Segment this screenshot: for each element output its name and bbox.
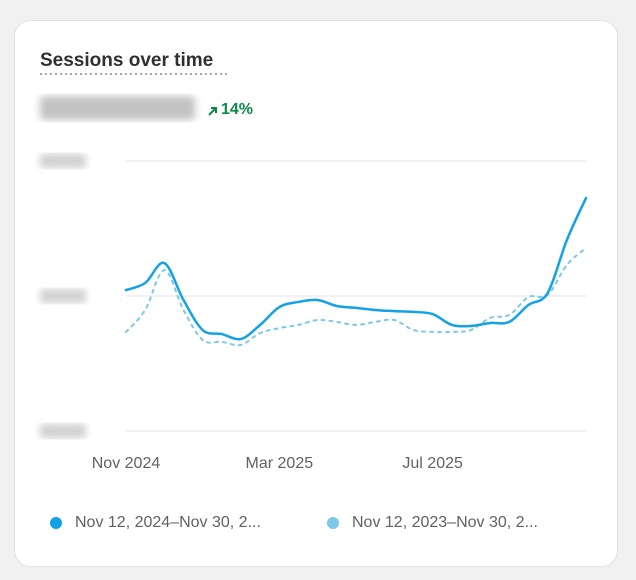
blurred-y-label	[40, 424, 86, 438]
card	[14, 20, 618, 567]
x-tick-label: Nov 2024	[92, 455, 161, 472]
x-tick-label: Mar 2025	[246, 455, 314, 472]
legend-swatch[interactable]	[327, 517, 339, 529]
blurred-total	[40, 96, 195, 120]
change-percent: 14%	[221, 101, 253, 118]
legend-label[interactable]: Nov 12, 2023–Nov 30, 2...	[352, 514, 538, 531]
blurred-y-label	[40, 289, 86, 303]
chart-title[interactable]: Sessions over time	[40, 50, 213, 71]
legend-swatch[interactable]	[50, 517, 62, 529]
legend-label[interactable]: Nov 12, 2024–Nov 30, 2...	[75, 514, 261, 531]
x-tick-label: Jul 2025	[402, 455, 463, 472]
series-line	[125, 246, 587, 347]
up-arrow	[208, 107, 217, 116]
series-line	[124, 196, 588, 341]
blurred-y-label	[40, 154, 86, 168]
